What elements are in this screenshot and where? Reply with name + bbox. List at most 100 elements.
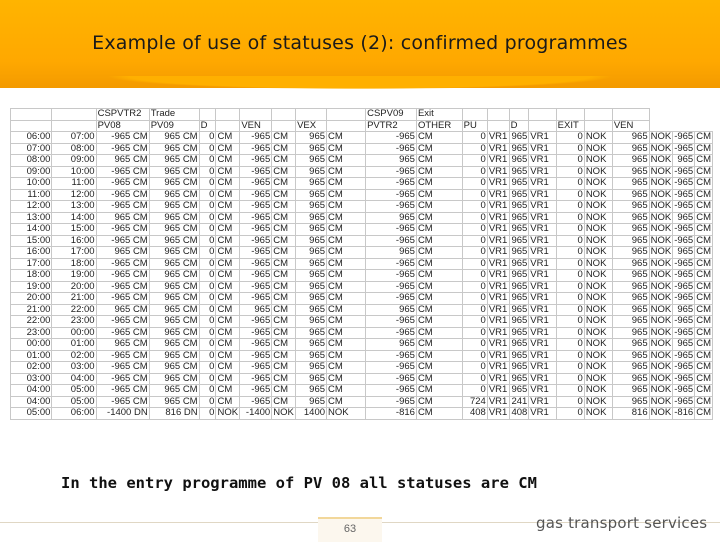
- table-cell: [486, 108, 510, 121]
- value-cell: 0: [198, 131, 217, 144]
- value-cell: 965: [365, 246, 417, 259]
- status-cell: CM: [215, 303, 241, 316]
- status-cell: CM: [415, 384, 463, 397]
- status-cell: NOK: [648, 407, 674, 420]
- status-cell: VR1: [528, 211, 557, 224]
- status-cell: CM: [415, 142, 463, 155]
- value-cell: 0: [461, 165, 488, 178]
- time-cell: 07:00: [10, 142, 53, 155]
- status-cell: CM: [215, 257, 241, 270]
- status-cell: CM: [415, 200, 463, 213]
- status-cell: NOK: [648, 395, 674, 408]
- status-cell: CM: [271, 165, 297, 178]
- time-cell: 17:00: [10, 257, 53, 270]
- time-cell: 10:00: [10, 177, 53, 190]
- value-cell: 0: [198, 280, 217, 293]
- time-cell: 01:00: [51, 338, 97, 351]
- value-cell: -965: [239, 292, 273, 305]
- status-cell: CM: [415, 338, 463, 351]
- status-cell: VR1: [486, 292, 510, 305]
- value-cell: 965 CM: [148, 338, 200, 351]
- status-cell: CM: [415, 372, 463, 385]
- status-cell: CM: [271, 372, 297, 385]
- title-banner: [0, 0, 720, 102]
- value-cell: 0: [461, 200, 488, 213]
- value-cell: -1400 DN: [95, 407, 150, 420]
- status-cell: VR1: [528, 223, 557, 236]
- value-cell: 965: [672, 338, 696, 351]
- table-row: 04:00 05:00 -965 CM 965 CM 0 CM -965 CM 965 CM -96…: [10, 384, 713, 397]
- value-cell: 0: [198, 269, 217, 282]
- table-row: 08:00 09:00 965 CM 965 CM 0 CM -965 CM 965 CM 965 C…: [10, 154, 713, 167]
- value-cell: 965 CM: [148, 269, 200, 282]
- status-cell: NOK: [648, 154, 674, 167]
- status-cell: NOK: [583, 165, 613, 178]
- status-cell: CM: [215, 211, 241, 224]
- status-cell: VR1: [486, 154, 510, 167]
- value-cell: -965: [239, 246, 273, 259]
- status-cell: CM: [694, 211, 713, 224]
- status-cell: NOK: [648, 131, 674, 144]
- value-cell: -965: [239, 177, 273, 190]
- value-cell: -965: [365, 384, 417, 397]
- value-cell: 816 DN: [148, 407, 200, 420]
- value-cell: -965 CM: [95, 349, 150, 362]
- status-cell: CM: [415, 326, 463, 339]
- value-cell: 965: [295, 349, 328, 362]
- time-cell: 05:00: [51, 395, 97, 408]
- value-cell: 0: [555, 349, 585, 362]
- value-cell: -965: [365, 177, 417, 190]
- status-cell: CM: [271, 338, 297, 351]
- status-cell: NOK: [648, 177, 674, 190]
- table-cell: [583, 119, 613, 132]
- status-cell: CM: [326, 211, 367, 224]
- value-cell: 965: [611, 165, 650, 178]
- status-cell: CM: [271, 326, 297, 339]
- status-cell: NOK: [583, 142, 613, 155]
- status-cell: CM: [415, 395, 463, 408]
- value-cell: 965: [611, 257, 650, 270]
- value-cell: -965 CM: [95, 269, 150, 282]
- time-cell: 18:00: [51, 257, 97, 270]
- value-cell: 0: [461, 257, 488, 270]
- table-cell: PVTR2: [365, 119, 417, 132]
- value-cell: -965: [672, 142, 696, 155]
- status-cell: NOK: [583, 395, 613, 408]
- value-cell: 0: [198, 372, 217, 385]
- status-cell: CM: [694, 395, 713, 408]
- value-cell: 0: [461, 211, 488, 224]
- value-cell: 965: [239, 303, 273, 316]
- value-cell: -965: [365, 361, 417, 374]
- status-cell: NOK: [215, 407, 241, 420]
- status-cell: CM: [694, 349, 713, 362]
- value-cell: -965 CM: [95, 361, 150, 374]
- value-cell: -816: [672, 407, 696, 420]
- value-cell: 0: [198, 223, 217, 236]
- table-cell: VEN: [611, 119, 650, 132]
- time-cell: 04:00: [10, 395, 53, 408]
- status-cell: NOK: [583, 280, 613, 293]
- value-cell: 965 CM: [148, 142, 200, 155]
- table-cell: [528, 119, 557, 132]
- value-cell: 0: [198, 384, 217, 397]
- table-row: 09:00 10:00 -965 CM 965 CM 0 CM -965 CM 965 CM -96…: [10, 165, 713, 178]
- time-cell: 08:00: [10, 154, 53, 167]
- value-cell: 965 CM: [148, 292, 200, 305]
- value-cell: 408: [461, 407, 488, 420]
- value-cell: 965: [508, 280, 530, 293]
- value-cell: -965: [365, 372, 417, 385]
- value-cell: 965: [295, 211, 328, 224]
- status-cell: VR1: [486, 131, 510, 144]
- status-cell: CM: [694, 372, 713, 385]
- status-cell: NOK: [648, 234, 674, 247]
- value-cell: -965: [239, 188, 273, 201]
- status-cell: CM: [271, 211, 297, 224]
- value-cell: 0: [461, 315, 488, 328]
- value-cell: 965: [611, 188, 650, 201]
- status-cell: CM: [215, 338, 241, 351]
- value-cell: 965: [672, 211, 696, 224]
- value-cell: -965: [239, 384, 273, 397]
- value-cell: -965: [365, 165, 417, 178]
- status-cell: CM: [415, 246, 463, 259]
- status-cell: CM: [271, 361, 297, 374]
